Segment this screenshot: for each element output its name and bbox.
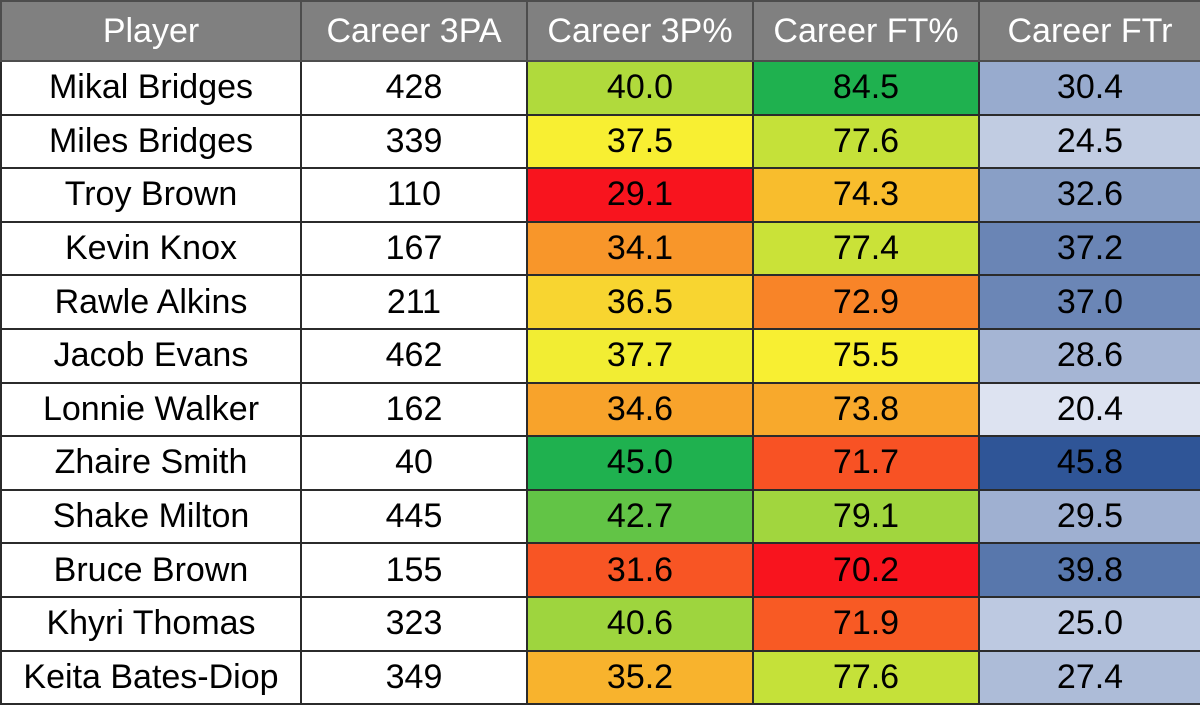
player-cell: Zhaire Smith [0,435,302,491]
career-ftr-cell: 37.2 [978,220,1200,277]
career-3p-pct-cell: 42.7 [526,488,754,545]
table-row: Mikal Bridges 428 40.0 84.5 30.4 [0,60,1200,116]
header-career-ft-pct: Career FT% [752,0,980,62]
career-ftr-cell: 25.0 [978,595,1200,652]
career-3pa-cell: 323 [300,595,528,652]
career-3p-pct-cell: 40.6 [526,595,754,652]
career-3p-pct-cell: 37.7 [526,327,754,384]
player-cell: Bruce Brown [0,542,302,598]
career-ftr-cell: 30.4 [978,60,1200,116]
career-3pa-cell: 462 [300,327,528,384]
player-cell: Shake Milton [0,488,302,545]
table-row: Bruce Brown 155 31.6 70.2 39.8 [0,542,1200,598]
table-row: Miles Bridges 339 37.5 77.6 24.5 [0,113,1200,170]
table-row: Keita Bates-Diop 349 35.2 77.6 27.4 [0,649,1200,706]
career-ftr-cell: 37.0 [978,274,1200,330]
career-3p-pct-cell: 45.0 [526,435,754,491]
career-ftr-cell: 20.4 [978,381,1200,438]
table-body: Mikal Bridges 428 40.0 84.5 30.4 Miles Bridge… [0,60,1200,706]
table-row: Lonnie Walker 162 34.6 73.8 20.4 [0,381,1200,438]
career-ftr-cell: 32.6 [978,167,1200,223]
table-row: Kevin Knox 167 34.1 77.4 37.2 [0,220,1200,277]
player-cell: Mikal Bridges [0,60,302,116]
player-cell: Troy Brown [0,167,302,223]
table-row: Khyri Thomas 323 40.6 71.9 25.0 [0,595,1200,652]
career-ft-pct-cell: 84.5 [752,60,980,116]
career-3pa-cell: 339 [300,113,528,170]
player-cell: Rawle Alkins [0,274,302,330]
career-ftr-cell: 27.4 [978,649,1200,706]
player-cell: Jacob Evans [0,327,302,384]
career-3pa-cell: 162 [300,381,528,438]
header-career-3pa: Career 3PA [300,0,528,62]
career-ft-pct-cell: 77.6 [752,649,980,706]
career-3pa-cell: 40 [300,435,528,491]
career-3p-pct-cell: 31.6 [526,542,754,598]
career-3p-pct-cell: 37.5 [526,113,754,170]
career-ftr-cell: 45.8 [978,435,1200,491]
career-ft-pct-cell: 77.4 [752,220,980,277]
career-ftr-cell: 39.8 [978,542,1200,598]
header-player: Player [0,0,302,62]
table-row: Troy Brown 110 29.1 74.3 32.6 [0,167,1200,223]
career-ft-pct-cell: 71.7 [752,435,980,491]
career-3pa-cell: 445 [300,488,528,545]
career-ftr-cell: 24.5 [978,113,1200,170]
table-row: Rawle Alkins 211 36.5 72.9 37.0 [0,274,1200,330]
career-ft-pct-cell: 74.3 [752,167,980,223]
career-3p-pct-cell: 34.6 [526,381,754,438]
career-ft-pct-cell: 71.9 [752,595,980,652]
career-ft-pct-cell: 72.9 [752,274,980,330]
player-cell: Miles Bridges [0,113,302,170]
career-3pa-cell: 349 [300,649,528,706]
header-career-ftr: Career FTr [978,0,1200,62]
career-3p-pct-cell: 29.1 [526,167,754,223]
career-ft-pct-cell: 70.2 [752,542,980,598]
career-ftr-cell: 29.5 [978,488,1200,545]
career-3p-pct-cell: 35.2 [526,649,754,706]
career-3p-pct-cell: 36.5 [526,274,754,330]
header-career-3p-pct: Career 3P% [526,0,754,62]
career-ft-pct-cell: 73.8 [752,381,980,438]
player-cell: Keita Bates-Diop [0,649,302,706]
career-3p-pct-cell: 40.0 [526,60,754,116]
career-3pa-cell: 155 [300,542,528,598]
player-cell: Kevin Knox [0,220,302,277]
player-cell: Khyri Thomas [0,595,302,652]
career-ft-pct-cell: 75.5 [752,327,980,384]
header-row: Player Career 3PA Career 3P% Career FT% … [0,0,1200,62]
career-3pa-cell: 211 [300,274,528,330]
career-3pa-cell: 110 [300,167,528,223]
career-3p-pct-cell: 34.1 [526,220,754,277]
career-3pa-cell: 428 [300,60,528,116]
career-ft-pct-cell: 79.1 [752,488,980,545]
career-3pa-cell: 167 [300,220,528,277]
table-row: Zhaire Smith 40 45.0 71.7 45.8 [0,435,1200,491]
table-row: Jacob Evans 462 37.7 75.5 28.6 [0,327,1200,384]
player-cell: Lonnie Walker [0,381,302,438]
career-ftr-cell: 28.6 [978,327,1200,384]
career-ft-pct-cell: 77.6 [752,113,980,170]
table-row: Shake Milton 445 42.7 79.1 29.5 [0,488,1200,545]
